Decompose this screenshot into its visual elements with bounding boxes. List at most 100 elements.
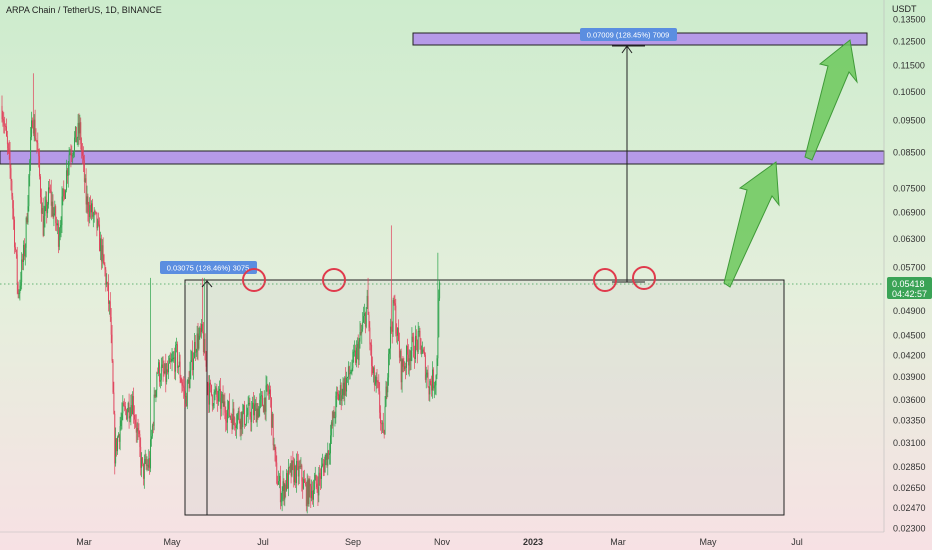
candle-body: [254, 403, 256, 405]
candle-body: [313, 490, 314, 500]
candle-body: [302, 481, 304, 489]
candle-body: [297, 461, 299, 477]
candle-body: [173, 357, 175, 359]
candle-body: [353, 351, 355, 353]
candle-body: [239, 421, 241, 430]
candle-body: [189, 370, 191, 389]
candle-body: [152, 425, 154, 427]
candle-body: [337, 392, 339, 394]
candle-body: [151, 425, 153, 437]
candle-body: [304, 482, 306, 485]
candle-body: [363, 316, 365, 323]
measure-badge-upper: [580, 28, 677, 41]
candle-body: [128, 403, 130, 419]
candle-body: [135, 424, 137, 433]
candle-body: [226, 420, 228, 423]
candle-body: [244, 405, 245, 426]
touch-circle-3: [593, 268, 617, 292]
candle-body: [347, 366, 349, 377]
candle-body: [207, 383, 209, 386]
candle-body: [321, 463, 323, 467]
candle-body: [266, 384, 268, 386]
candle-body: [11, 180, 13, 197]
candle-body: [438, 298, 440, 338]
candle-body: [186, 380, 188, 407]
candle-body: [433, 386, 435, 389]
candle-body: [332, 411, 334, 426]
candle-body: [146, 464, 148, 466]
candle-body: [296, 461, 298, 462]
candle-body: [390, 326, 392, 330]
candle-body: [82, 150, 83, 156]
candle-body: [285, 484, 287, 491]
candle-body: [218, 390, 220, 402]
candle-body: [31, 120, 33, 128]
candle-body: [410, 350, 412, 361]
candle-body: [69, 153, 71, 155]
candle-body: [9, 152, 11, 169]
candle-body: [215, 388, 217, 392]
candle-body: [434, 385, 436, 387]
candle-body: [120, 420, 122, 427]
candle-body: [288, 467, 290, 469]
candle-body: [124, 405, 126, 407]
candle-body: [47, 204, 49, 214]
candle-body: [210, 382, 211, 385]
candle-body: [396, 333, 398, 336]
candle-body: [14, 219, 15, 248]
measure-badge-lower-text: 0.03075 (128.46%) 3075: [167, 264, 250, 273]
candle-body: [185, 396, 186, 397]
candle-body: [113, 392, 115, 414]
candle-body: [369, 327, 371, 345]
candle-body: [17, 283, 19, 294]
candle-body: [27, 206, 29, 223]
candle-body: [95, 211, 97, 213]
candle-body: [236, 414, 238, 425]
candle-body: [295, 465, 297, 483]
candle-body: [342, 382, 344, 396]
candle-body: [130, 405, 132, 416]
candle-body: [48, 187, 50, 190]
candle-body: [93, 210, 95, 215]
candle-body: [422, 349, 424, 354]
candle-body: [273, 444, 275, 446]
candle-body: [15, 250, 17, 255]
candle-body: [49, 189, 51, 191]
candle-body: [386, 386, 388, 393]
candle-body: [325, 453, 327, 460]
candle-body: [57, 223, 59, 247]
touch-circle-1: [242, 268, 266, 292]
candle-body: [153, 394, 155, 426]
candle-body: [111, 334, 113, 361]
candle-body: [277, 483, 279, 485]
candle-body: [112, 360, 114, 393]
price-tick-label: 0.03100: [893, 438, 926, 448]
candle-body: [241, 412, 243, 428]
candle-body: [26, 217, 28, 223]
candle-body: [213, 392, 215, 406]
candle-body: [278, 481, 280, 485]
candle-body: [80, 122, 82, 144]
candle-body: [137, 428, 139, 432]
candle-body: [154, 394, 156, 397]
candle-body: [269, 389, 271, 394]
candle-body: [63, 188, 65, 191]
candle-body: [29, 160, 31, 176]
candle-body: [413, 337, 415, 357]
candle-body: [315, 475, 317, 484]
candle-body: [1, 105, 3, 120]
candle-body: [250, 416, 252, 423]
candle-body: [92, 214, 94, 217]
candle-body: [230, 416, 232, 419]
candle-body: [301, 465, 303, 482]
candle-body: [81, 143, 83, 151]
candle-body: [107, 282, 109, 284]
candle-body: [139, 433, 141, 447]
candle-body: [367, 295, 369, 315]
candle-body: [267, 384, 269, 392]
range-box: [184, 279, 785, 516]
candle-body: [192, 351, 194, 370]
candle-body: [373, 367, 375, 385]
candle-body: [296, 461, 297, 484]
